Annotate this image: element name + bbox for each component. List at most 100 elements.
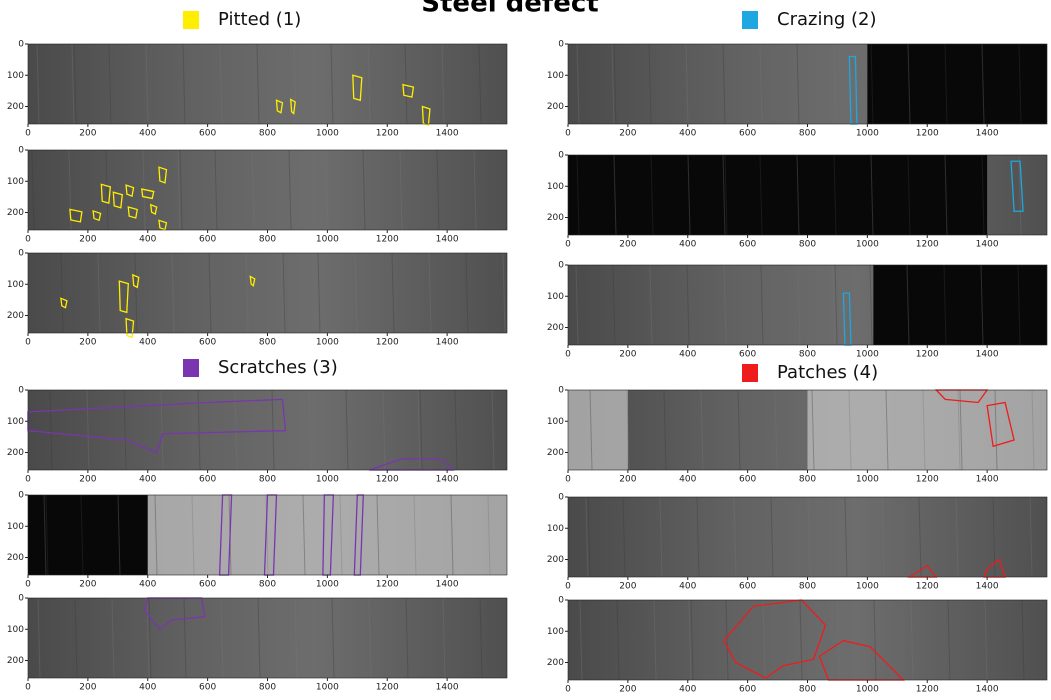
x-tick-label: 1200 (916, 240, 939, 250)
x-tick-label: 800 (259, 129, 276, 139)
defect-outline (118, 280, 129, 314)
y-tick-label: 0 (18, 146, 24, 156)
texture-streak (171, 252, 175, 334)
texture-streak (399, 149, 403, 231)
texture-streak (376, 494, 380, 576)
texture-streak (848, 389, 852, 471)
x-tick-label: 200 (619, 240, 636, 250)
x-tick-label: 1200 (916, 129, 939, 139)
x-tick-label: 200 (619, 475, 636, 485)
x-tick-label: 400 (679, 129, 696, 139)
texture-streak (870, 154, 874, 236)
x-tick-label: 800 (799, 582, 816, 592)
x-tick-label: 200 (619, 685, 636, 695)
defect-outline (92, 209, 102, 222)
texture-streak (219, 43, 223, 125)
x-tick-label: 1400 (436, 683, 459, 693)
texture-streak (208, 252, 212, 334)
x-tick-label: 600 (739, 685, 756, 695)
y-tick-label: 0 (558, 386, 564, 396)
x-tick-label: 1000 (316, 235, 339, 245)
defect-outline (127, 206, 139, 219)
texture-streak (981, 154, 985, 236)
x-tick-label: 1400 (976, 685, 999, 695)
texture-streak (413, 494, 417, 576)
texture-streak (1031, 389, 1035, 471)
bright-region (807, 390, 1047, 470)
texture-streak (797, 264, 801, 346)
x-tick-label: 600 (739, 240, 756, 250)
x-tick-label: 200 (619, 582, 636, 592)
y-tick-label: 100 (547, 417, 564, 427)
texture-streak (943, 264, 947, 346)
texture-streak (613, 43, 617, 125)
image-panel: 0 200 400 600 800 1000 1200 1400 0 100 200 (547, 386, 1048, 485)
y-tick-label: 200 (547, 102, 564, 112)
x-tick-label: 600 (739, 129, 756, 139)
texture-streak (759, 43, 763, 125)
texture-streak (650, 154, 654, 236)
image-panel: 0 200 400 600 800 1000 1200 1400 0 100 200 (547, 40, 1048, 139)
texture-streak (405, 597, 409, 679)
x-tick-label: 600 (199, 580, 216, 590)
x-tick-label: 400 (139, 475, 156, 485)
y-tick-label: 200 (7, 448, 24, 458)
x-tick-label: 600 (739, 582, 756, 592)
defect-outline (100, 183, 112, 204)
x-tick-label: 800 (799, 685, 816, 695)
texture-streak (687, 154, 691, 236)
y-tick-label: 100 (7, 417, 24, 427)
texture-streak (649, 264, 653, 346)
texture-streak (579, 599, 583, 681)
texture-streak (108, 43, 112, 125)
x-tick-label: 0 (25, 235, 31, 245)
x-tick-label: 0 (25, 129, 31, 139)
y-tick-label: 0 (18, 40, 24, 50)
texture-streak (770, 496, 774, 578)
x-tick-label: 200 (79, 580, 96, 590)
texture-streak (575, 264, 579, 346)
texture-streak (134, 252, 138, 334)
y-tick-label: 200 (7, 102, 24, 112)
x-tick-label: 1200 (916, 350, 939, 360)
texture-streak (1018, 154, 1022, 236)
texture-streak (881, 496, 885, 578)
texture-streak (502, 252, 506, 334)
y-tick-label: 100 (547, 182, 564, 192)
texture-streak (870, 43, 874, 125)
group-label: Pitted (1) (218, 9, 301, 30)
texture-streak (686, 264, 690, 346)
texture-streak (626, 389, 630, 471)
texture-streak (611, 43, 615, 125)
x-tick-label: 800 (259, 580, 276, 590)
texture-streak (589, 389, 593, 471)
x-tick-label: 1400 (436, 235, 459, 245)
x-tick-label: 400 (679, 240, 696, 250)
texture-streak (616, 599, 620, 681)
y-tick-label: 100 (547, 71, 564, 81)
texture-streak (179, 149, 183, 231)
x-tick-label: 800 (799, 475, 816, 485)
y-tick-label: 200 (547, 448, 564, 458)
texture-streak (419, 389, 423, 471)
x-tick-label: 0 (565, 240, 571, 250)
texture-streak (49, 389, 53, 471)
texture-streak (700, 389, 704, 471)
texture-streak (31, 149, 35, 231)
texture-streak (759, 154, 763, 236)
x-tick-label: 1200 (376, 338, 399, 348)
x-tick-label: 600 (199, 475, 216, 485)
texture-streak (724, 154, 728, 236)
x-tick-label: 1400 (976, 582, 999, 592)
texture-streak (105, 149, 109, 231)
texture-streak (183, 597, 187, 679)
texture-streak (177, 149, 181, 231)
x-tick-label: 800 (799, 350, 816, 360)
texture-streak (251, 149, 255, 231)
texture-streak (478, 43, 482, 125)
y-tick-label: 200 (547, 323, 564, 333)
texture-streak (959, 389, 963, 471)
legend-swatch (183, 359, 199, 377)
x-tick-label: 800 (259, 475, 276, 485)
defect-outline (149, 203, 158, 216)
